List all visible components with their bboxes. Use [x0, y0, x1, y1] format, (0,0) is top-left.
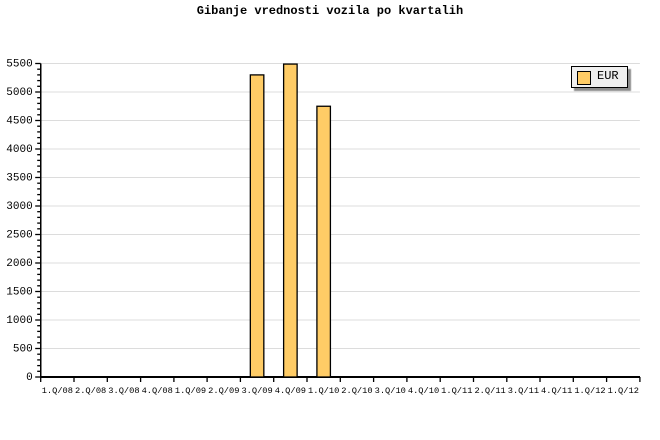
svg-text:2.Q/08: 2.Q/08 — [75, 386, 106, 396]
svg-text:3.Q/10: 3.Q/10 — [375, 386, 406, 396]
svg-text:4.Q/10: 4.Q/10 — [408, 386, 439, 396]
svg-text:3.Q/08: 3.Q/08 — [108, 386, 139, 396]
svg-text:1.Q/12: 1.Q/12 — [608, 386, 639, 396]
svg-text:2500: 2500 — [6, 230, 32, 242]
svg-text:1.Q/08: 1.Q/08 — [42, 386, 73, 396]
svg-text:1.Q/10: 1.Q/10 — [308, 386, 339, 396]
svg-text:0: 0 — [26, 372, 33, 384]
svg-text:2.Q/09: 2.Q/09 — [208, 386, 239, 396]
svg-text:4000: 4000 — [6, 144, 32, 156]
svg-text:3.Q/11: 3.Q/11 — [508, 386, 539, 396]
svg-text:3.Q/09: 3.Q/09 — [241, 386, 272, 396]
svg-text:1000: 1000 — [6, 315, 32, 327]
svg-text:1.Q/11: 1.Q/11 — [441, 386, 472, 396]
svg-text:5500: 5500 — [6, 59, 32, 71]
svg-text:2.Q/10: 2.Q/10 — [341, 386, 372, 396]
svg-text:1500: 1500 — [6, 287, 32, 299]
svg-text:3500: 3500 — [6, 173, 32, 185]
svg-text:4500: 4500 — [6, 116, 32, 128]
svg-text:2000: 2000 — [6, 258, 32, 270]
svg-text:1.Q/09: 1.Q/09 — [175, 386, 206, 396]
svg-text:5000: 5000 — [6, 87, 32, 99]
svg-text:4.Q/08: 4.Q/08 — [142, 386, 173, 396]
svg-text:4.Q/09: 4.Q/09 — [275, 386, 306, 396]
svg-text:4.Q/11: 4.Q/11 — [541, 386, 572, 396]
svg-text:1.Q/12: 1.Q/12 — [574, 386, 605, 396]
svg-text:2.Q/11: 2.Q/11 — [474, 386, 505, 396]
svg-text:500: 500 — [13, 344, 33, 356]
svg-text:3000: 3000 — [6, 201, 32, 213]
